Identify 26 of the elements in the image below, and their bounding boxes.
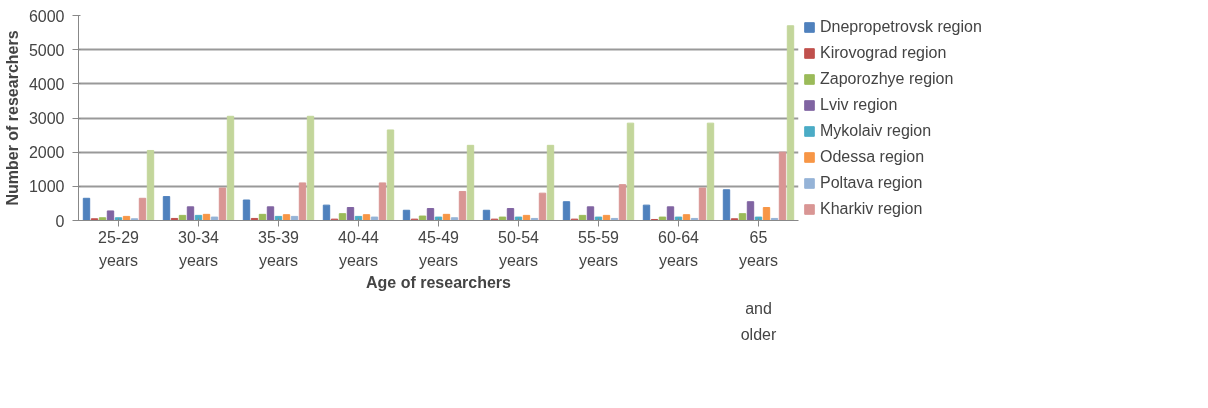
category-label: 60-64 years [658, 228, 699, 269]
y-tick-label: 2000 [28, 144, 65, 162]
category-label: 45-49 years [418, 228, 459, 269]
category-label: 40-44 years [338, 228, 379, 269]
category-label: 50-54 years [498, 228, 539, 269]
x-axis-title: Age of researchers [366, 273, 512, 291]
category-label: 30-34 years [178, 228, 219, 269]
legend-label: Poltava region [820, 173, 923, 192]
legend-label: Mykolaiv region [820, 121, 932, 140]
legend-label: Dnepropetrovsk region [820, 17, 982, 36]
y-tick-label: 5000 [28, 41, 65, 59]
legend-label: Zaporozhye region [820, 69, 954, 88]
y-tick-label: 1000 [28, 178, 65, 196]
category-label: 65 years and older [738, 228, 779, 343]
y-tick-label: 4000 [28, 75, 65, 93]
y-axis-title: Number of researchers [3, 30, 21, 206]
category-label: 55-59 years [578, 228, 619, 269]
y-tick-label: 3000 [28, 110, 65, 127]
y-tick-label: 0 [55, 212, 65, 230]
category-label: 35-39 years [258, 228, 299, 269]
legend-label: Kirovograd region [820, 43, 947, 62]
category-label: 25-29 years [98, 228, 139, 269]
legend-label: Kharkiv region [820, 199, 923, 218]
y-tick-label: 6000 [28, 7, 65, 25]
legend-label: Lviv region [820, 95, 898, 114]
legend-label: Odessa region [820, 147, 925, 166]
